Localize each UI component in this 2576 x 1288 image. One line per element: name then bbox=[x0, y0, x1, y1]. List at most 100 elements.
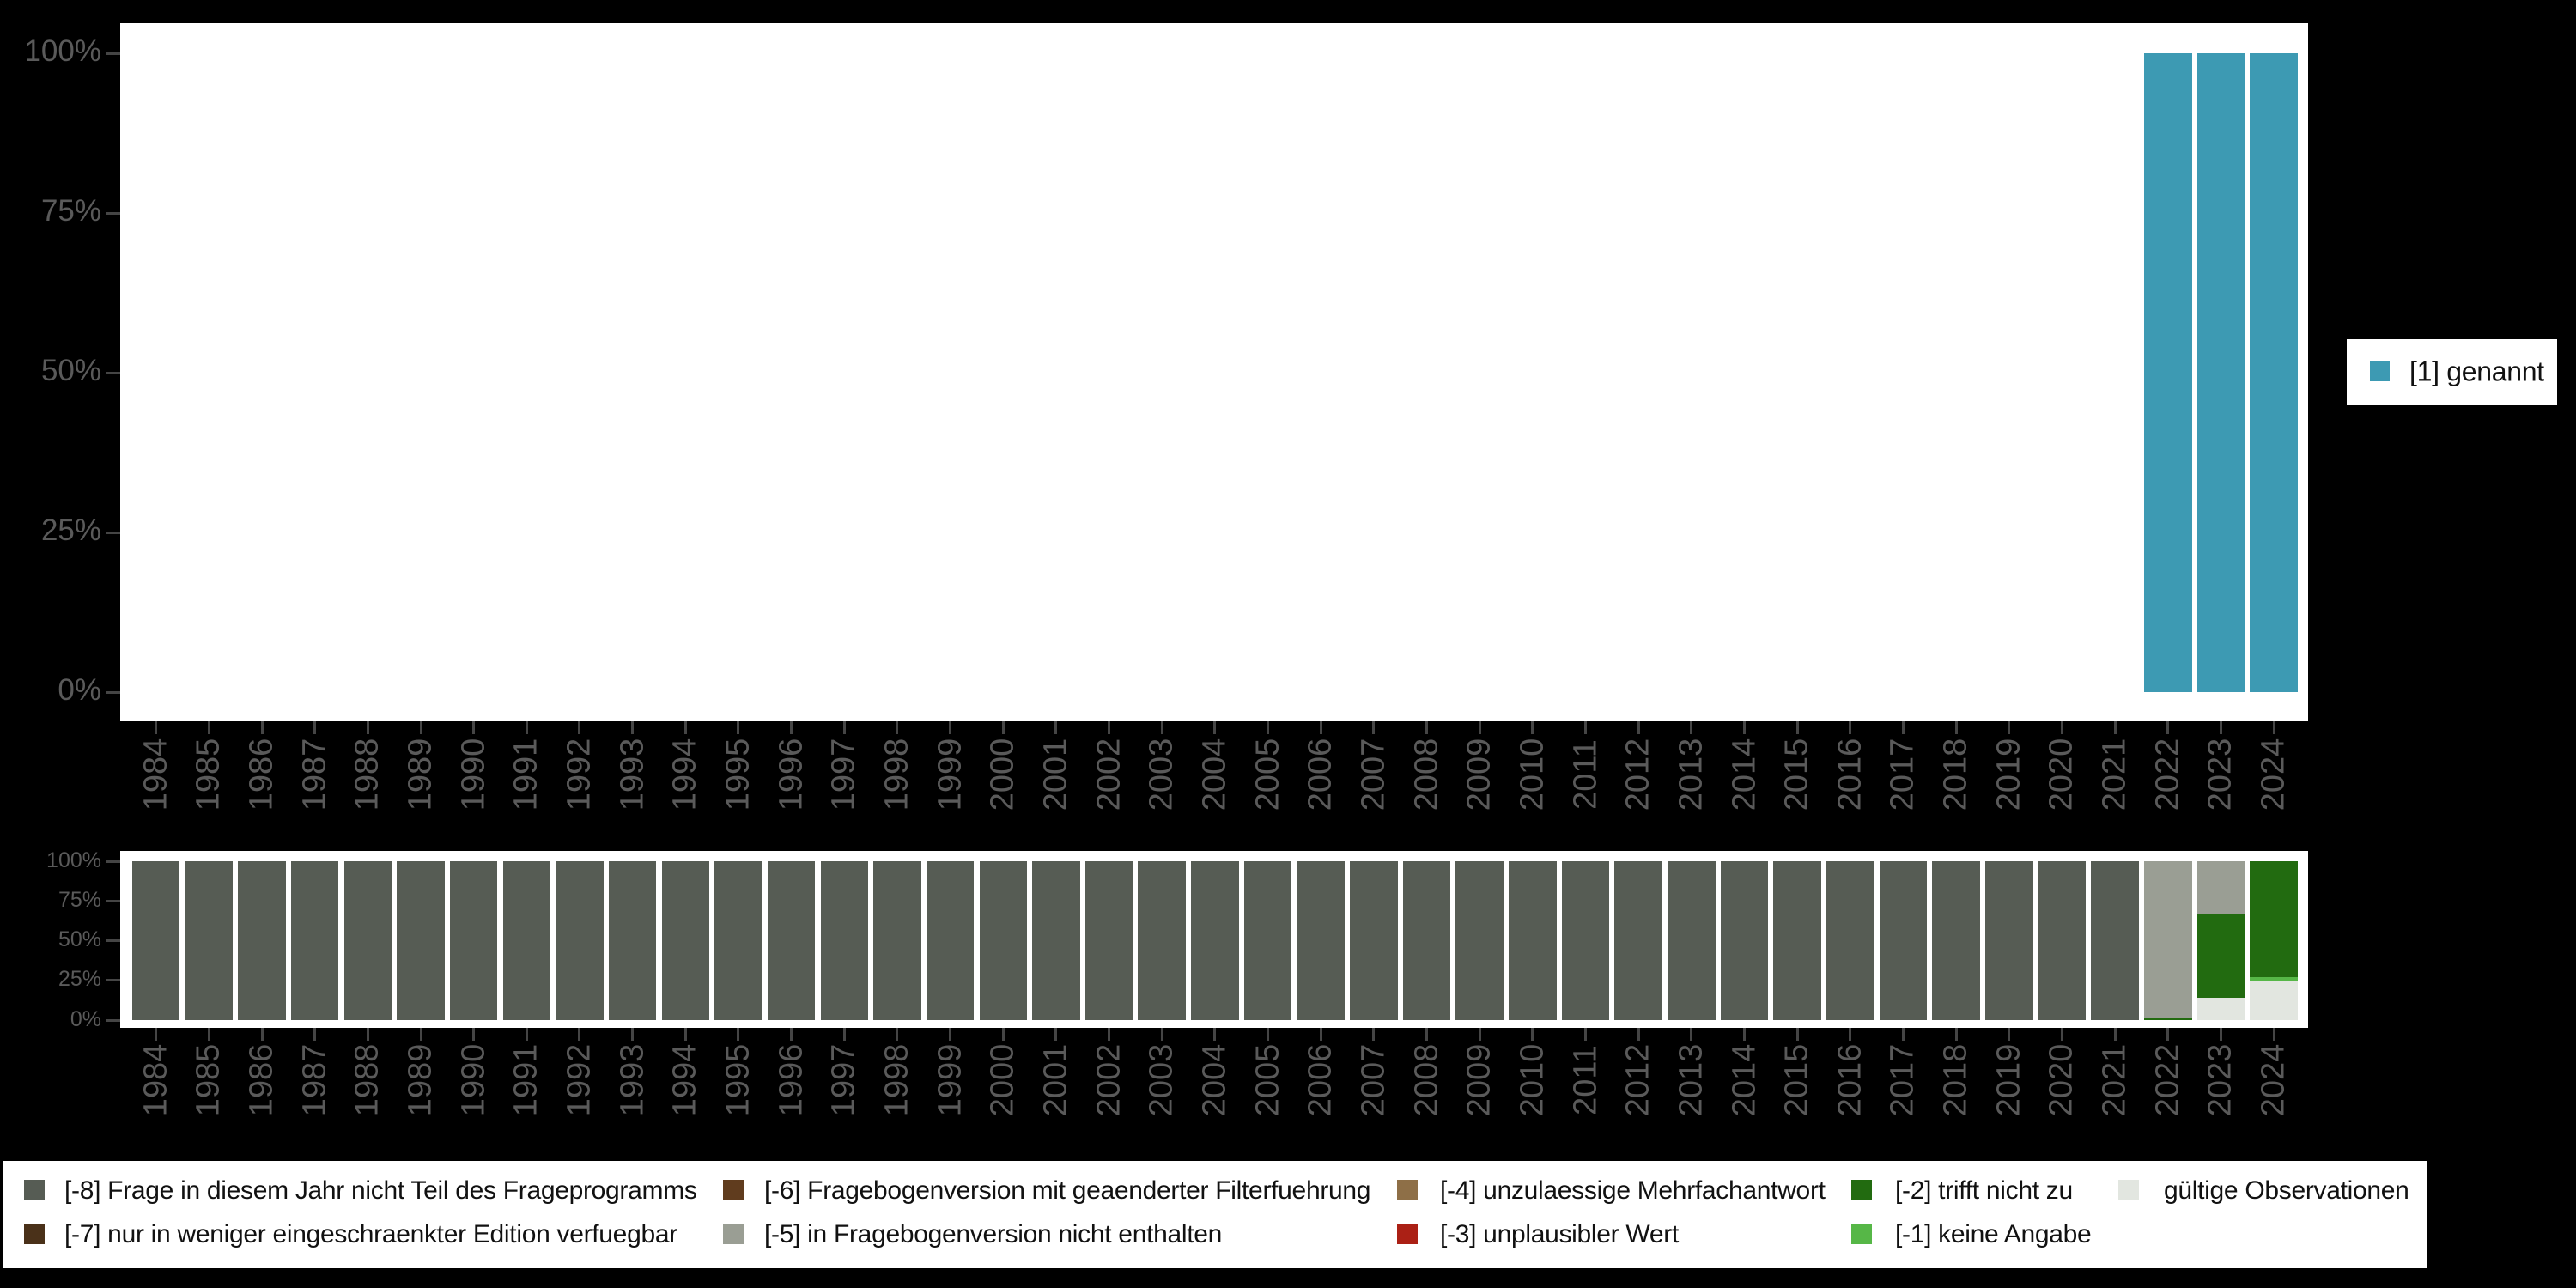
legend-swatch-0 bbox=[24, 1180, 45, 1200]
x-label-top-2010: 2010 bbox=[1514, 738, 1551, 811]
x-label-bottom-2015: 2015 bbox=[1778, 1043, 1815, 1117]
x-tick-top-2024 bbox=[2272, 721, 2275, 734]
x-tick-top-1993 bbox=[631, 721, 635, 734]
x-tick-bottom-2016 bbox=[1849, 1028, 1852, 1041]
x-label-bottom-2017: 2017 bbox=[1884, 1043, 1921, 1117]
x-label-bottom-1995: 1995 bbox=[720, 1043, 756, 1117]
bar-segment-bottom-1985-s0 bbox=[185, 861, 234, 1020]
x-label-bottom-2024: 2024 bbox=[2255, 1043, 2292, 1117]
x-tick-bottom-1995 bbox=[737, 1028, 740, 1041]
legend-label-3: [-5] in Fragebogenversion nicht enthalte… bbox=[764, 1220, 1223, 1249]
x-label-bottom-1984: 1984 bbox=[137, 1043, 174, 1117]
bar-segment-bottom-1993-s0 bbox=[608, 861, 657, 1020]
bar-segment-bottom-2005-s0 bbox=[1243, 861, 1292, 1020]
bar-segment-bottom-1989-s0 bbox=[397, 861, 445, 1020]
x-tick-bottom-2003 bbox=[1160, 1028, 1163, 1041]
x-tick-bottom-2000 bbox=[1001, 1028, 1005, 1041]
x-tick-bottom-2017 bbox=[1901, 1028, 1905, 1041]
x-tick-top-2016 bbox=[1849, 721, 1852, 734]
bar-segment-bottom-2012-s0 bbox=[1614, 861, 1662, 1020]
legend-swatch-3 bbox=[723, 1224, 744, 1244]
bar-segment-bottom-2016-s0 bbox=[1826, 861, 1874, 1020]
y-label-top-4: 0% bbox=[58, 673, 101, 708]
legend-label-7: [-1] keine Angabe bbox=[1895, 1220, 2092, 1249]
bar-segment-bottom-2023-s8 bbox=[2196, 998, 2245, 1020]
x-tick-top-1994 bbox=[683, 721, 687, 734]
legend-swatch-8 bbox=[2118, 1180, 2139, 1200]
x-tick-top-1992 bbox=[578, 721, 581, 734]
x-tick-bottom-2013 bbox=[1690, 1028, 1693, 1041]
bar-segment-bottom-2000-s0 bbox=[979, 861, 1027, 1020]
bar-segment-bottom-2009-s0 bbox=[1455, 861, 1504, 1020]
x-label-bottom-2006: 2006 bbox=[1302, 1043, 1339, 1117]
x-tick-bottom-2008 bbox=[1425, 1028, 1429, 1041]
x-tick-top-2001 bbox=[1054, 721, 1058, 734]
missing-codes-legend bbox=[3, 1161, 2427, 1268]
x-label-top-2021: 2021 bbox=[2096, 738, 2133, 811]
x-label-top-2015: 2015 bbox=[1778, 738, 1815, 811]
x-tick-bottom-1994 bbox=[683, 1028, 687, 1041]
bar-segment-bottom-2023-s3 bbox=[2196, 861, 2245, 914]
x-tick-top-2007 bbox=[1372, 721, 1376, 734]
x-tick-top-1984 bbox=[155, 721, 158, 734]
x-tick-top-1990 bbox=[472, 721, 476, 734]
bar-segment-bottom-1988-s0 bbox=[343, 861, 392, 1020]
x-label-top-1997: 1997 bbox=[825, 738, 862, 811]
x-label-top-2023: 2023 bbox=[2202, 738, 2239, 811]
legend-swatch-4 bbox=[1397, 1180, 1418, 1200]
x-tick-bottom-2004 bbox=[1213, 1028, 1217, 1041]
x-tick-top-1985 bbox=[207, 721, 210, 734]
x-tick-top-2013 bbox=[1690, 721, 1693, 734]
x-label-bottom-2018: 2018 bbox=[1937, 1043, 1974, 1117]
y-label-bottom-3: 25% bbox=[58, 967, 101, 992]
legend-label-0: [-8] Frage in diesem Jahr nicht Teil des… bbox=[64, 1176, 697, 1205]
x-label-bottom-1993: 1993 bbox=[614, 1043, 651, 1117]
y-label-top-1: 75% bbox=[40, 194, 101, 228]
bar-segment-bottom-2015-s0 bbox=[1773, 861, 1821, 1020]
x-label-bottom-2011: 2011 bbox=[1567, 1045, 1604, 1115]
x-tick-top-2023 bbox=[2219, 721, 2222, 734]
bar-segment-bottom-1992-s0 bbox=[556, 861, 604, 1020]
bar-segment-bottom-2024-s8 bbox=[2250, 980, 2298, 1020]
x-tick-bottom-2014 bbox=[1743, 1028, 1746, 1041]
x-label-top-1993: 1993 bbox=[614, 738, 651, 811]
y-tick-bottom-1 bbox=[106, 899, 120, 902]
x-tick-top-2002 bbox=[1108, 721, 1111, 734]
x-label-bottom-2001: 2001 bbox=[1037, 1043, 1074, 1117]
bar-segment-bottom-1995-s0 bbox=[714, 861, 762, 1020]
bar-segment-bottom-1986-s0 bbox=[238, 861, 286, 1020]
x-label-top-2005: 2005 bbox=[1249, 738, 1286, 811]
bar-segment-bottom-2013-s0 bbox=[1668, 861, 1716, 1020]
x-label-top-2022: 2022 bbox=[2149, 738, 2186, 811]
x-tick-top-2017 bbox=[1901, 721, 1905, 734]
x-tick-top-1987 bbox=[313, 721, 317, 734]
x-tick-bottom-1988 bbox=[366, 1028, 369, 1041]
x-tick-top-2010 bbox=[1531, 721, 1534, 734]
x-tick-bottom-2001 bbox=[1054, 1028, 1058, 1041]
x-label-bottom-1988: 1988 bbox=[349, 1043, 386, 1117]
x-tick-bottom-2015 bbox=[1795, 1028, 1799, 1041]
y-tick-bottom-0 bbox=[106, 860, 120, 863]
x-tick-bottom-2009 bbox=[1478, 1028, 1481, 1041]
x-tick-top-1997 bbox=[842, 721, 846, 734]
x-tick-bottom-1997 bbox=[842, 1028, 846, 1041]
x-label-bottom-1992: 1992 bbox=[561, 1043, 598, 1117]
x-label-top-2011: 2011 bbox=[1567, 739, 1604, 810]
x-tick-bottom-1996 bbox=[790, 1028, 793, 1041]
x-label-top-1990: 1990 bbox=[455, 738, 492, 811]
x-tick-top-2012 bbox=[1637, 721, 1640, 734]
x-label-top-2024: 2024 bbox=[2255, 738, 2292, 811]
legend-swatch-6 bbox=[1851, 1180, 1872, 1200]
y-tick-top-4 bbox=[106, 690, 120, 694]
bar-segment-bottom-2008-s0 bbox=[1402, 861, 1451, 1020]
y-tick-top-0 bbox=[106, 52, 120, 55]
x-tick-top-2011 bbox=[1584, 721, 1588, 734]
x-label-top-2017: 2017 bbox=[1884, 738, 1921, 811]
legend-label-genannt: [1] genannt bbox=[2409, 355, 2544, 387]
bar-segment-top-2023-s0 bbox=[2196, 53, 2245, 692]
y-label-bottom-1: 75% bbox=[58, 887, 101, 912]
bar-segment-bottom-2022-s6 bbox=[2144, 1018, 2192, 1020]
x-label-top-2003: 2003 bbox=[1143, 738, 1180, 811]
bar-segment-bottom-2014-s0 bbox=[1720, 861, 1769, 1020]
x-label-bottom-1999: 1999 bbox=[932, 1043, 969, 1117]
